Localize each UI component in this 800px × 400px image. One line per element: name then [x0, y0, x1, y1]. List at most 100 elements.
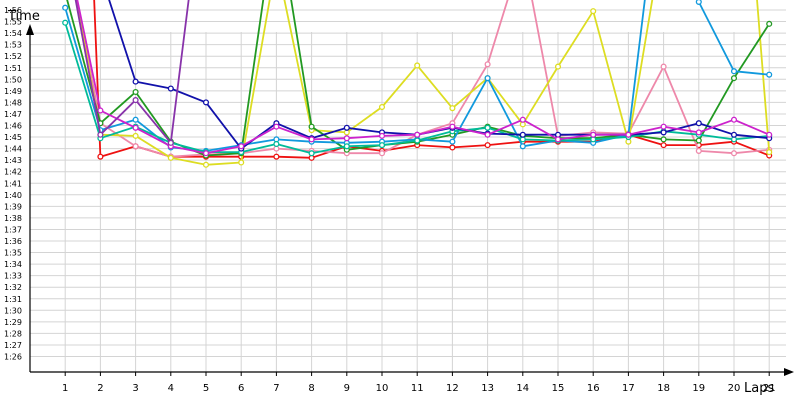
data-point[interactable] — [695, 129, 702, 136]
data-point[interactable] — [484, 75, 491, 82]
data-point[interactable] — [97, 131, 104, 138]
y-tick-label: 1:35 — [4, 249, 22, 258]
data-point[interactable] — [766, 20, 773, 27]
data-point[interactable] — [660, 129, 667, 136]
x-tick-label: 6 — [238, 383, 244, 394]
data-point[interactable] — [484, 124, 491, 131]
data-point[interactable] — [730, 75, 738, 82]
data-point[interactable] — [132, 143, 139, 150]
y-tick-label: 1:39 — [4, 202, 22, 211]
data-point[interactable] — [519, 143, 526, 150]
data-point[interactable] — [343, 135, 350, 142]
data-point[interactable] — [132, 132, 139, 139]
data-point[interactable] — [695, 137, 702, 144]
x-tick-label: 5 — [203, 383, 209, 394]
y-tick-label: 1:51 — [4, 64, 22, 73]
y-axis-arrow-icon — [26, 24, 34, 35]
y-tick-label: 1:41 — [4, 179, 22, 188]
data-point[interactable] — [449, 105, 456, 112]
data-point[interactable] — [484, 131, 491, 138]
y-tick-label: 1:37 — [4, 225, 22, 234]
data-point[interactable] — [62, 19, 69, 26]
x-tick-label: 3 — [132, 383, 138, 394]
data-point[interactable] — [414, 62, 421, 69]
data-point[interactable] — [766, 131, 773, 138]
data-point[interactable] — [308, 136, 315, 143]
data-point[interactable] — [378, 150, 386, 157]
y-tick-label: 1:56 — [4, 6, 22, 15]
data-point[interactable] — [660, 123, 667, 130]
data-point[interactable] — [308, 123, 315, 130]
series-group — [62, 0, 773, 168]
data-point[interactable] — [730, 131, 738, 138]
data-point[interactable] — [519, 116, 526, 123]
x-axis-ticks: 1 2 3 4 5 6 7 8 9 10 11 12 13 14 15 16 17 18 19 20 21 — [62, 372, 776, 394]
y-tick-label: 1:46 — [4, 122, 22, 131]
data-point[interactable] — [132, 97, 139, 104]
x-tick-label: 9 — [344, 383, 350, 394]
data-point[interactable] — [343, 143, 350, 150]
data-point[interactable] — [378, 132, 386, 139]
y-tick-label: 1:42 — [4, 168, 22, 177]
data-point[interactable] — [202, 150, 210, 157]
data-point[interactable] — [766, 149, 773, 156]
data-point[interactable] — [378, 142, 386, 149]
y-tick-label: 1:31 — [4, 295, 22, 304]
data-point[interactable] — [238, 143, 245, 150]
y-axis-label: Time — [7, 9, 40, 24]
data-point[interactable] — [695, 147, 702, 154]
data-point[interactable] — [202, 99, 210, 106]
data-point[interactable] — [660, 136, 667, 143]
data-point[interactable] — [97, 153, 104, 160]
data-point[interactable] — [132, 78, 139, 85]
y-tick-label: 1:50 — [4, 75, 22, 84]
x-tick-label: 21 — [763, 383, 776, 394]
data-point[interactable] — [414, 131, 421, 138]
data-point[interactable] — [449, 138, 456, 145]
data-point[interactable] — [730, 68, 738, 75]
data-point[interactable] — [484, 142, 491, 149]
data-point[interactable] — [273, 140, 280, 148]
data-point[interactable] — [167, 85, 174, 92]
data-point[interactable] — [590, 8, 597, 15]
data-point[interactable] — [519, 131, 526, 138]
data-point[interactable] — [625, 131, 632, 138]
data-point[interactable] — [308, 150, 315, 157]
data-point[interactable] — [695, 0, 702, 5]
y-tick-label: 1:47 — [4, 110, 22, 119]
data-point[interactable] — [132, 116, 139, 123]
data-point[interactable] — [132, 88, 139, 96]
data-point[interactable] — [414, 137, 421, 144]
data-point[interactable] — [97, 107, 104, 114]
data-point[interactable] — [766, 71, 773, 78]
y-tick-label: 1:45 — [4, 133, 22, 142]
y-tick-label: 1:33 — [4, 272, 22, 281]
data-point[interactable] — [167, 139, 174, 146]
data-point[interactable] — [484, 61, 491, 68]
data-point[interactable] — [554, 136, 562, 143]
y-tick-label: 1:38 — [4, 214, 22, 223]
data-point[interactable] — [202, 161, 210, 168]
data-point[interactable] — [554, 63, 562, 70]
y-tick-label: 1:28 — [4, 329, 22, 338]
data-point[interactable] — [449, 123, 456, 130]
data-point[interactable] — [695, 120, 702, 127]
data-point[interactable] — [273, 123, 280, 130]
x-tick-label: 19 — [692, 383, 705, 394]
data-point[interactable] — [730, 116, 738, 123]
x-tick-label: 8 — [308, 383, 314, 394]
data-point[interactable] — [730, 150, 738, 157]
data-point[interactable] — [273, 153, 280, 160]
data-point[interactable] — [660, 63, 667, 70]
y-tick-label: 1:26 — [4, 353, 22, 362]
data-point[interactable] — [449, 144, 456, 151]
data-point[interactable] — [62, 4, 69, 11]
data-point[interactable] — [378, 103, 386, 111]
data-point[interactable] — [132, 124, 139, 131]
data-point[interactable] — [238, 159, 245, 166]
data-point[interactable] — [660, 142, 667, 149]
data-point[interactable] — [167, 154, 174, 161]
data-point[interactable] — [343, 124, 350, 131]
data-point[interactable] — [590, 131, 597, 138]
